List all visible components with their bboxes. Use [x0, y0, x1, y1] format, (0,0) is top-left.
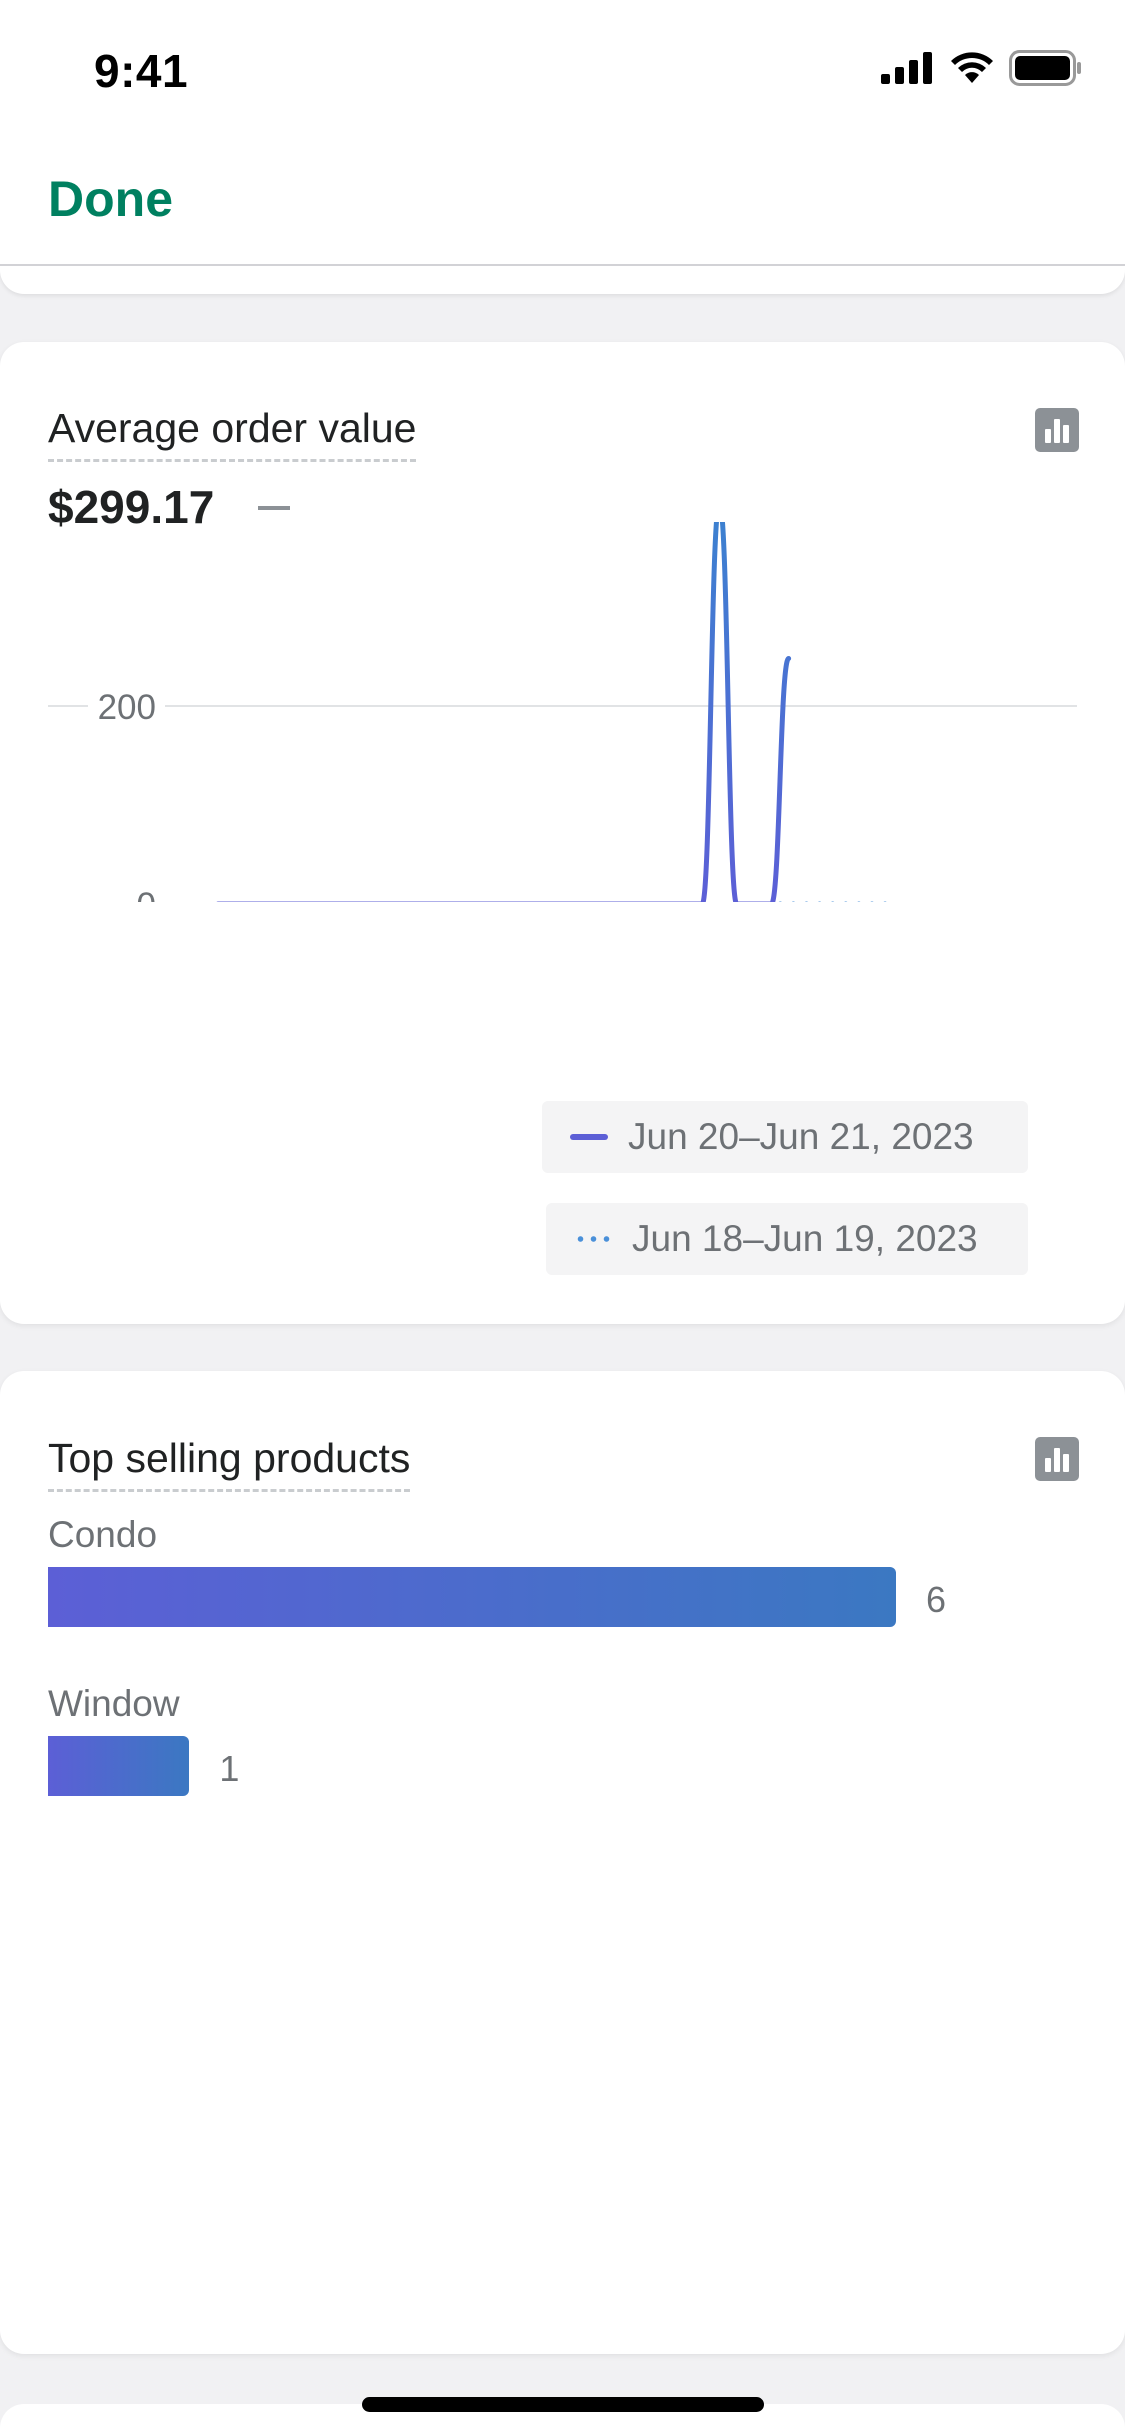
wifi-icon	[951, 52, 993, 83]
series-current-line	[216, 522, 792, 902]
product-count-window: 1	[219, 1748, 240, 1789]
y-tick-label: 400	[98, 522, 156, 529]
status-bar: 9:41	[0, 0, 1125, 140]
comparison-dash	[258, 506, 290, 510]
y-tick-label: 200	[98, 688, 156, 727]
bar-chart-icon[interactable]	[1035, 1437, 1079, 1481]
average-order-value-card: Average order value $299.17 020040012:00…	[0, 342, 1125, 1324]
home-indicator[interactable]	[362, 2397, 764, 2412]
product-bar-window[interactable]	[48, 1736, 190, 1796]
legend-current-label: Jun 20–Jun 21, 2023	[628, 1116, 974, 1157]
aov-card-title[interactable]: Average order value	[48, 404, 417, 463]
legend-current-period[interactable]: Jun 20–Jun 21, 2023	[542, 1101, 1028, 1173]
legend-solid-swatch	[570, 1134, 608, 1140]
legend-previous-period[interactable]: Jun 18–Jun 19, 2023	[546, 1203, 1028, 1275]
product-name-condo: Condo	[48, 1514, 158, 1555]
product-count-condo: 6	[926, 1579, 947, 1620]
top-selling-products-card: Top selling products Condo 6 Window 1	[0, 1371, 1125, 2354]
aov-line-chart: 020040012:00 AM12:00 PM12:00 AM12:00 PM	[48, 522, 1077, 902]
y-tick-label: 0	[137, 886, 156, 902]
product-name-window: Window	[48, 1683, 180, 1724]
done-button[interactable]: Done	[48, 171, 173, 227]
aov-value: $299.17	[48, 481, 215, 533]
battery-icon	[1009, 50, 1081, 86]
top-products-card-title[interactable]: Top selling products	[48, 1434, 411, 1493]
status-icons	[881, 48, 1083, 88]
nav-bar: Done	[0, 140, 1125, 266]
legend-previous-label: Jun 18–Jun 19, 2023	[632, 1218, 978, 1259]
status-time: 9:41	[94, 45, 189, 97]
cellular-signal-icon	[881, 52, 932, 84]
product-bar-condo[interactable]	[48, 1567, 896, 1627]
legend-dotted-swatch	[574, 1236, 612, 1242]
bar-chart-icon[interactable]	[1035, 408, 1079, 452]
